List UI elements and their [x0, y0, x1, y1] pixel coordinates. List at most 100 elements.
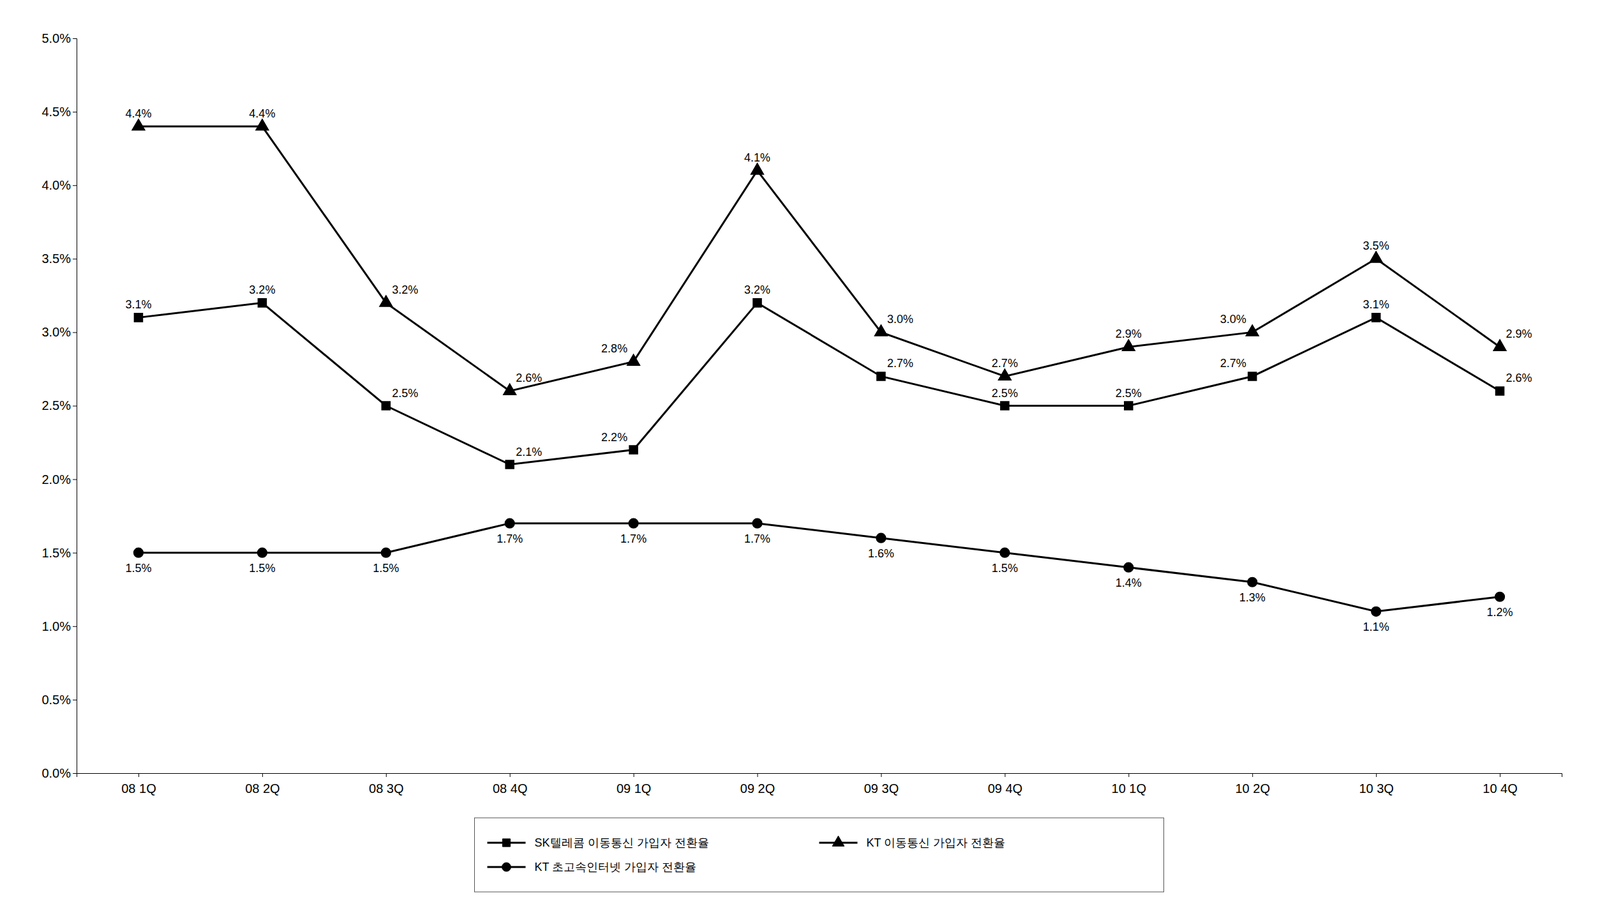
data-label: 3.5%	[1363, 239, 1390, 253]
tick-mark	[72, 626, 77, 627]
legend-label: KT 초고속인터넷 가입자 전환율	[534, 860, 697, 874]
data-label: 1.4%	[1115, 576, 1142, 590]
tick-mark	[72, 552, 77, 554]
data-label: 1.6%	[867, 546, 895, 560]
series	[132, 119, 1507, 396]
marker	[255, 119, 269, 131]
axis-line	[77, 773, 1563, 778]
tick-mark	[880, 772, 882, 777]
tick-label: 09 1Q	[616, 781, 651, 796]
data-label: 1.7%	[620, 532, 647, 546]
tick-label: 10 1Q	[1111, 781, 1147, 796]
tick-mark	[1499, 772, 1501, 777]
legend-item: KT 이동통신 가입자 전환율	[819, 835, 1006, 849]
data-label: 1.3%	[1239, 590, 1266, 604]
tick-mark	[757, 772, 759, 777]
marker	[381, 547, 391, 558]
tick-mark	[72, 38, 77, 39]
tick-label: 5.0%	[41, 31, 71, 46]
tick-label: 09 2Q	[740, 781, 775, 796]
tick-mark	[72, 258, 77, 260]
tick-label: 10 3Q	[1358, 781, 1394, 796]
data-labels: 3.1%3.2%2.5%2.1%2.2%3.2%2.7%2.5%2.5%2.7%…	[125, 107, 1532, 634]
marker	[876, 372, 886, 381]
data-label: 3.0%	[1220, 312, 1247, 326]
data-label: 2.5%	[991, 386, 1018, 400]
tick-mark	[1252, 772, 1253, 777]
marker	[381, 401, 390, 410]
tick-label: 08 2Q	[245, 781, 280, 796]
tick-mark	[72, 405, 77, 407]
data-label: 2.5%	[391, 386, 419, 400]
marker	[1372, 313, 1381, 322]
data-label: 1.5%	[991, 561, 1018, 575]
line	[138, 126, 1500, 391]
tick-label: 08 4Q	[492, 781, 528, 796]
x-tick: 10 3Q	[1358, 772, 1394, 796]
tick-label: 0.5%	[41, 692, 71, 707]
tick-label: 10 4Q	[1482, 781, 1518, 796]
marker	[1369, 251, 1383, 263]
data-label: 2.9%	[1115, 327, 1142, 341]
x-tick: 10 2Q	[1234, 772, 1270, 796]
marker	[1000, 547, 1010, 558]
tick-mark	[72, 111, 77, 113]
data-label: 2.9%	[1506, 327, 1533, 341]
data-label: 3.2%	[744, 283, 771, 297]
tick-label: 08 3Q	[368, 781, 404, 796]
data-label: 3.1%	[125, 298, 152, 311]
tick-label: 08 1Q	[121, 781, 156, 796]
series	[134, 518, 1505, 616]
y-tick: 3.0%	[41, 324, 77, 339]
tick-label: 09 4Q	[987, 781, 1023, 796]
line	[138, 302, 1500, 464]
marker	[629, 445, 638, 454]
marker	[1371, 606, 1382, 616]
tick-label: 2.5%	[41, 398, 71, 413]
tick-label: 3.5%	[41, 251, 71, 266]
y-tick: 3.5%	[41, 251, 77, 266]
tick-label: 1.5%	[41, 545, 71, 560]
tick-mark	[633, 772, 635, 777]
data-label: 2.7%	[1220, 356, 1247, 370]
marker	[1123, 562, 1134, 572]
data-label: 4.4%	[248, 107, 276, 120]
data-label: 2.6%	[1506, 371, 1533, 385]
y-tick: 5.0%	[41, 31, 77, 46]
marker	[379, 295, 393, 307]
x-tick: 10 4Q	[1482, 772, 1518, 796]
axis-line	[72, 38, 78, 774]
series	[134, 298, 1504, 469]
tick-mark	[262, 772, 263, 777]
tick-label: 2.0%	[41, 472, 71, 487]
y-tick: 4.5%	[41, 104, 77, 119]
legend-label: KT 이동통신 가입자 전환율	[866, 836, 1006, 849]
marker	[1248, 372, 1257, 381]
data-label: 1.5%	[372, 561, 399, 575]
data-label: 2.2%	[601, 430, 628, 444]
tick-mark	[386, 772, 387, 777]
tick-label: 0.0%	[41, 765, 71, 780]
data-label: 1.2%	[1487, 605, 1514, 619]
data-label: 2.7%	[887, 356, 914, 370]
legend-marker	[502, 862, 512, 872]
marker	[505, 460, 514, 469]
marker	[752, 518, 763, 528]
tick-mark	[1375, 772, 1377, 777]
data-label: 1.7%	[496, 532, 523, 546]
data-label: 3.0%	[887, 312, 914, 326]
marker	[753, 298, 762, 307]
tick-mark	[72, 772, 77, 774]
tick-mark	[509, 772, 511, 777]
marker	[874, 324, 888, 336]
marker	[1247, 576, 1258, 587]
marker	[134, 547, 144, 558]
data-label: 3.1%	[1363, 298, 1390, 311]
marker	[1495, 591, 1505, 602]
x-tick: 08 1Q	[121, 772, 156, 796]
marker	[1121, 339, 1135, 351]
x-tick: 09 1Q	[616, 772, 651, 796]
marker	[998, 368, 1011, 380]
x-tick: 08 4Q	[492, 772, 528, 796]
data-label: 4.4%	[125, 107, 152, 120]
